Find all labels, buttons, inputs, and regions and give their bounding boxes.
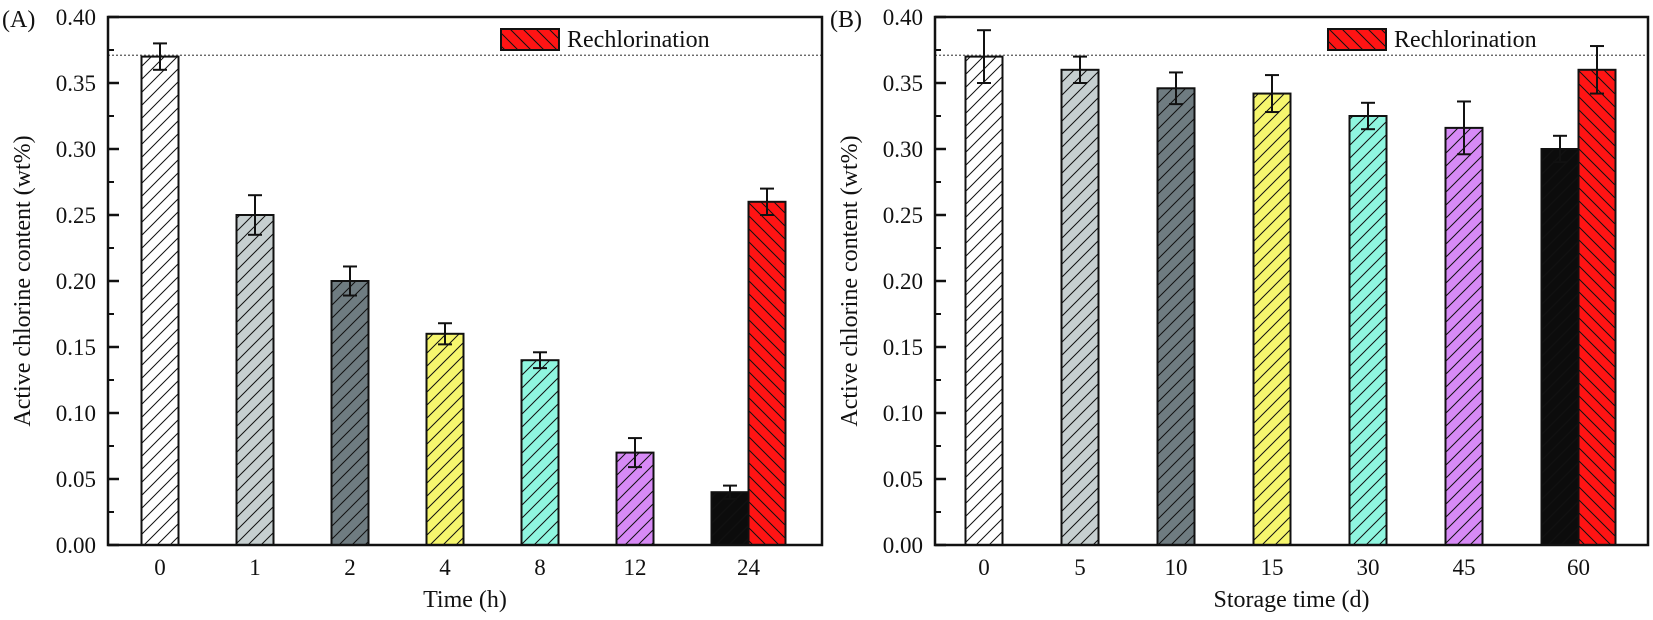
x-tick-label: 10 xyxy=(1165,555,1188,580)
y-tick-label: 0.25 xyxy=(883,203,923,228)
panel-b: 0 5 10 15 30 45 60 0.00 0.05 0.10 0.15 0.20 0.25 0.30… xyxy=(830,5,1650,613)
x-tick-label: 15 xyxy=(1261,555,1284,580)
y-tick-label: 0.20 xyxy=(56,269,96,294)
x-tick-label: 24 xyxy=(737,555,761,580)
x-axis-title: Time (h) xyxy=(423,587,507,613)
x-tick-label: 0 xyxy=(978,555,990,580)
bar-8-hatch xyxy=(520,359,560,547)
x-tick-label: 4 xyxy=(439,555,451,580)
bar-0-hatch xyxy=(964,55,1004,546)
y-axis-title: Active chlorine content (wt%) xyxy=(10,135,36,426)
bar-0-hatch xyxy=(140,55,180,546)
bar-30-hatch xyxy=(1348,115,1388,546)
y-tick-label: 0.10 xyxy=(56,401,96,426)
bar-10-hatch xyxy=(1156,87,1196,546)
bar-1-hatch xyxy=(235,214,275,546)
y-tick-label: 0.00 xyxy=(883,533,923,558)
x-axis-title: Storage time (d) xyxy=(1214,587,1370,613)
legend-swatch-hatch xyxy=(500,28,560,51)
plot-frame xyxy=(106,15,824,547)
x-tick-label: 60 xyxy=(1567,555,1590,580)
bar-24-hatch xyxy=(710,491,750,547)
y-tick-label: 0.25 xyxy=(56,203,96,228)
legend-swatch-hatch xyxy=(1327,28,1387,51)
x-tick-label: 0 xyxy=(154,555,166,580)
y-tick-label: 0.30 xyxy=(883,137,923,162)
x-tick-label: 45 xyxy=(1453,555,1476,580)
bar-2-hatch xyxy=(330,280,370,546)
bar-4-hatch xyxy=(425,332,465,546)
y-tick-label: 0.10 xyxy=(883,401,923,426)
bar-rechlorination-hatch xyxy=(747,200,787,547)
y-tick-label: 0.15 xyxy=(883,335,923,360)
legend-label: Rechlorination xyxy=(567,27,710,53)
y-tick-label: 0.40 xyxy=(56,5,96,30)
y-tick-label: 0.40 xyxy=(883,5,923,30)
y-tick-label: 0.05 xyxy=(56,467,96,492)
bar-60-hatch xyxy=(1540,148,1580,546)
bar-15-hatch xyxy=(1252,92,1292,546)
x-tick-label: 12 xyxy=(624,555,647,580)
y-tick-label: 0.30 xyxy=(56,137,96,162)
x-tick-label: 2 xyxy=(344,555,356,580)
x-tick-label: 8 xyxy=(534,555,546,580)
y-tick-label: 0.35 xyxy=(56,71,96,96)
bar-45-hatch xyxy=(1444,126,1484,546)
y-tick-label: 0.00 xyxy=(56,533,96,558)
x-tick-label: 1 xyxy=(249,555,261,580)
y-tick-label: 0.05 xyxy=(883,467,923,492)
panel-label: (A) xyxy=(2,7,35,33)
y-axis-title: Active chlorine content (wt%) xyxy=(837,135,863,426)
x-tick-label: 5 xyxy=(1074,555,1086,580)
y-tick-label: 0.35 xyxy=(883,71,923,96)
panel-label: (B) xyxy=(830,7,862,33)
y-tick-label: 0.20 xyxy=(883,269,923,294)
x-tick-label: 30 xyxy=(1357,555,1380,580)
panel-a: 0 1 2 4 8 12 240.000.050.100.150.200.250.300.3… xyxy=(2,5,824,613)
legend-label: Rechlorination xyxy=(1394,27,1537,53)
bar-rechlorination-hatch xyxy=(1577,68,1617,547)
bar-5-hatch xyxy=(1060,68,1100,547)
y-tick-label: 0.15 xyxy=(56,335,96,360)
